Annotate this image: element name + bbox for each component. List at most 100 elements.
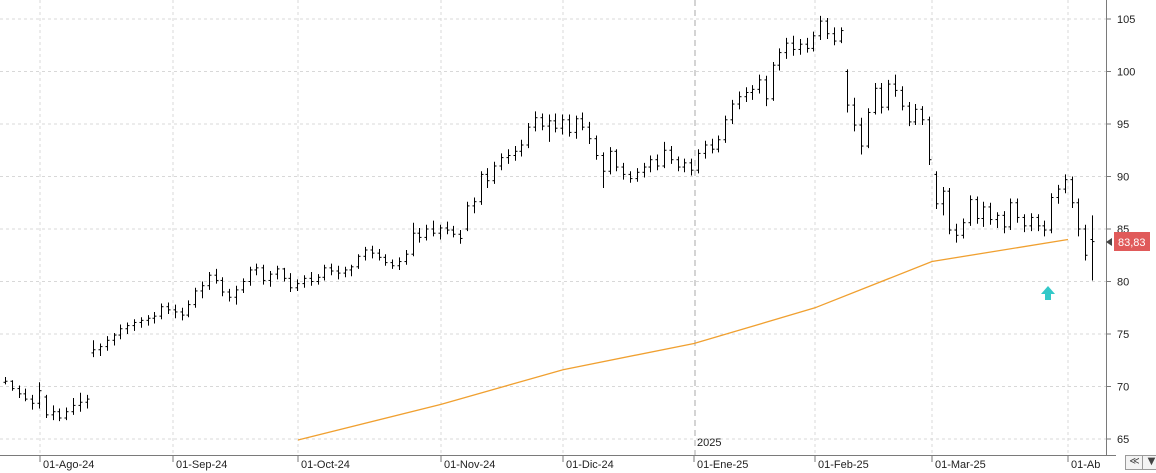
ohlc-bar	[553, 113, 558, 133]
ohlc-bar	[349, 264, 354, 277]
ohlc-bar	[288, 273, 293, 292]
ohlc-bar	[424, 224, 429, 241]
ohlc-bar	[716, 135, 721, 153]
ohlc-bar	[85, 394, 90, 409]
year-label: 2025	[697, 437, 721, 449]
x-axis-ticks: 01-Ago-24 01-Sep-24 01-Oct-24 01-Nov-24 01-D…	[39, 455, 1100, 471]
last-price-label: 83,83	[1118, 237, 1146, 249]
ohlc-bar	[268, 271, 273, 287]
ohlc-bar	[995, 212, 1000, 228]
ohlc-bar	[703, 140, 708, 159]
ohlc-bar	[132, 319, 137, 331]
ohlc-bar	[485, 168, 490, 189]
ohlc-bar	[499, 153, 504, 171]
ohlc-bar	[78, 392, 83, 412]
ohlc-bar	[941, 187, 946, 216]
ohlc-bar	[975, 196, 980, 224]
ohlc-bar	[771, 62, 776, 101]
ohlc-bar	[954, 223, 959, 243]
ohlc-bar	[567, 114, 572, 137]
ohlc-bar	[397, 257, 402, 270]
ohlc-bar	[159, 303, 164, 320]
ohlc-bar	[200, 281, 205, 299]
ohlc-bar	[295, 279, 300, 291]
x-tick-label: 01-Sep-24	[176, 459, 227, 471]
ohlc-bar	[1070, 176, 1075, 208]
ohlc-bar	[961, 218, 966, 239]
ohlc-bar	[900, 86, 905, 111]
ohlc-bar	[907, 101, 912, 127]
ohlc-bar	[37, 382, 42, 409]
ohlc-bar	[282, 267, 287, 282]
ohlc-bar	[343, 266, 348, 278]
ohlc-bar	[635, 168, 640, 182]
ohlc-bar	[275, 265, 280, 280]
ohlc-bar	[139, 317, 144, 328]
ohlc-bar	[125, 322, 130, 334]
x-axis-band	[0, 455, 1116, 473]
last-price-badge	[1114, 232, 1150, 251]
ohlc-bar	[3, 377, 8, 385]
ohlc-bar	[445, 221, 450, 235]
ohlc-bar	[506, 149, 511, 164]
ohlc-bar	[533, 111, 538, 132]
ohlc-bar	[51, 405, 56, 421]
signal-arrow-up-icon	[1041, 286, 1055, 300]
ohlc-bar	[669, 146, 674, 164]
last-price-tag: 83,83	[1106, 232, 1150, 251]
ohlc-bar	[689, 158, 694, 176]
ohlc-bar	[818, 15, 823, 40]
ohlc-bar	[10, 380, 15, 391]
ohlc-bar	[1063, 174, 1068, 194]
ohlc-bar	[1022, 214, 1027, 233]
ohlc-bar	[676, 156, 681, 172]
ohlc-bar	[166, 302, 171, 315]
ohlc-bar	[655, 154, 660, 171]
ohlc-bar	[547, 114, 552, 142]
ohlc-bar	[852, 97, 857, 132]
ohlc-bar	[302, 275, 307, 288]
ohlc-bar	[601, 152, 606, 189]
ohlc-bar	[241, 278, 246, 294]
ohlc-bar	[1008, 198, 1013, 231]
ohlc-bar	[730, 99, 735, 124]
ohlc-bar	[642, 162, 647, 178]
x-tick-label: 01-Feb-25	[818, 459, 869, 471]
ohlc-bar	[1056, 184, 1061, 204]
y-tick-label: 70	[1117, 382, 1129, 394]
ohlc-bar	[648, 155, 653, 173]
ohlc-bar	[370, 245, 375, 259]
ohlc-bar	[696, 149, 701, 174]
ohlc-bar	[968, 195, 973, 226]
ohlc-bar	[186, 300, 191, 318]
ohlc-bar	[934, 171, 939, 210]
ohlc-bar	[1090, 215, 1095, 281]
y-tick-label: 105	[1117, 14, 1135, 26]
ohlc-bar	[513, 146, 518, 161]
ohlc-bar	[1036, 214, 1041, 232]
ohlc-bar	[757, 74, 762, 94]
ohlc-bar	[479, 171, 484, 205]
x-tick-label: 01-Oct-24	[301, 459, 350, 471]
scroll-down-button[interactable]: ▼	[1142, 455, 1156, 470]
ohlc-bar	[710, 138, 715, 154]
y-tick-label: 100	[1117, 67, 1135, 79]
ohlc-bar	[526, 122, 531, 149]
y-tick-label: 65	[1117, 434, 1129, 446]
ohlc-bar	[193, 287, 198, 308]
ohlc-bar	[180, 307, 185, 321]
ohlc-bar	[744, 87, 749, 102]
moving-average-line	[297, 238, 1069, 441]
ohlc-bar	[1076, 198, 1081, 237]
ohlc-bar	[207, 272, 212, 290]
ohlc-bar	[519, 139, 524, 157]
ohlc-bar	[390, 259, 395, 269]
ohlc-bar	[839, 27, 844, 44]
ohlc-bar	[316, 274, 321, 285]
ohlc-bar	[1002, 211, 1007, 234]
ohlc-bar	[886, 79, 891, 111]
ohlc-bar	[118, 324, 123, 340]
last-price-pointer-icon	[1106, 238, 1112, 246]
